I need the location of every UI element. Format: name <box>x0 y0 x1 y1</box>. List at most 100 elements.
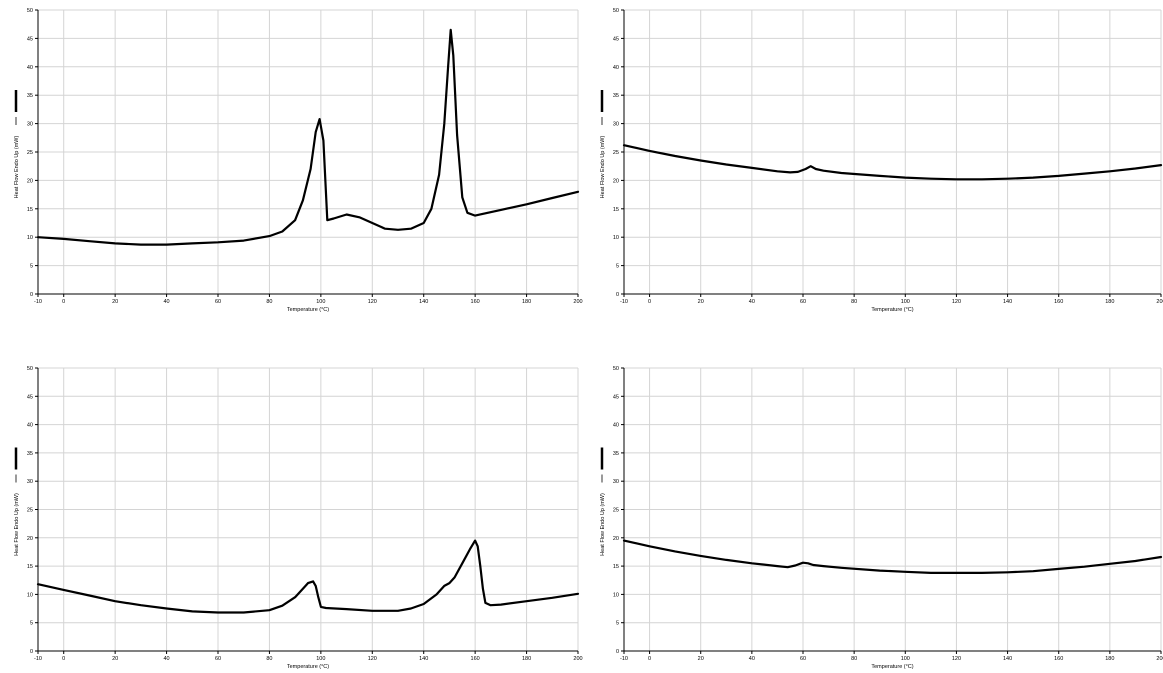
x-tick-label: 0 <box>648 656 651 662</box>
x-tick-label: 160 <box>1054 656 1063 662</box>
y-tick-label: 45 <box>613 36 619 42</box>
x-tick-label: 200 <box>573 656 582 662</box>
y-axis-title: Heat Flow Endo Up (mW) <box>14 136 20 199</box>
x-tick-label: 120 <box>368 656 377 662</box>
x-tick-label: 120 <box>952 656 961 662</box>
y-tick-label: 0 <box>30 649 33 655</box>
x-tick-label: 120 <box>952 299 961 305</box>
y-tick-label: 45 <box>27 394 33 400</box>
y-tick-label: 30 <box>27 122 33 128</box>
heat-flow-curve <box>622 539 1163 575</box>
x-tick-label: -10 <box>620 656 628 662</box>
x-tick-label: 140 <box>419 299 428 305</box>
y-tick-label: 25 <box>27 508 33 514</box>
x-tick-label: 20 <box>698 299 704 305</box>
x-tick-label: 60 <box>800 656 806 662</box>
y-axis-title: Heat Flow Endo Up (mW) <box>600 493 606 556</box>
y-tick-label: 0 <box>616 649 619 655</box>
x-tick-label: 0 <box>648 299 651 305</box>
y-tick-label: 30 <box>613 122 619 128</box>
y-tick-label: 50 <box>613 8 619 14</box>
x-tick-label: 160 <box>471 299 480 305</box>
y-axis-title: Heat Flow Endo Up (mW) <box>14 493 20 556</box>
y-tick-label: 15 <box>27 207 33 213</box>
x-tick-label: 160 <box>471 656 480 662</box>
x-axis-title: Temperature (°C) <box>871 307 913 313</box>
x-tick-label: 140 <box>1003 656 1012 662</box>
x-tick-label: 40 <box>749 656 755 662</box>
x-tick-label: 120 <box>368 299 377 305</box>
y-tick-label: 25 <box>613 150 619 156</box>
y-tick-label: 40 <box>27 65 33 71</box>
y-tick-label: 50 <box>613 366 619 372</box>
chart-panel-1: -10 0 20 40 60 80 100 120 140 160 180 2000510152025… <box>14 8 583 313</box>
x-tick-label: 40 <box>749 299 755 305</box>
y-tick-label: 5 <box>616 264 619 270</box>
heat-flow-curve <box>622 144 1163 181</box>
x-tick-label: 100 <box>901 299 910 305</box>
x-tick-label: 20 <box>112 656 118 662</box>
y-axis-title: Heat Flow Endo Up (mW) <box>600 136 606 199</box>
x-tick-label: 0 <box>62 299 65 305</box>
x-tick-label: 60 <box>215 656 221 662</box>
y-tick-label: 25 <box>613 508 619 514</box>
x-axis-title: Temperature (°C) <box>287 307 329 313</box>
x-axis-title: Temperature (°C) <box>287 664 329 670</box>
x-tick-label: 40 <box>164 299 170 305</box>
y-tick-label: 45 <box>27 36 33 42</box>
y-tick-label: 0 <box>30 292 33 298</box>
x-tick-label: 200 <box>1156 299 1163 305</box>
y-tick-label: 40 <box>27 423 33 429</box>
y-tick-label: 15 <box>27 564 33 570</box>
x-tick-label: -10 <box>34 299 42 305</box>
heat-flow-curve <box>36 539 580 614</box>
x-tick-label: 60 <box>215 299 221 305</box>
y-tick-label: 20 <box>613 536 619 542</box>
x-tick-label: 60 <box>800 299 806 305</box>
y-tick-label: 35 <box>27 93 33 99</box>
x-tick-label: 80 <box>851 656 857 662</box>
y-tick-label: 35 <box>613 93 619 99</box>
x-tick-label: 20 <box>112 299 118 305</box>
y-tick-label: 15 <box>613 564 619 570</box>
y-tick-label: 5 <box>30 264 33 270</box>
y-tick-label: 10 <box>27 592 33 598</box>
chart-panel-4: -100204060801001201401601802000510152025… <box>600 366 1163 670</box>
x-tick-label: 20 <box>698 656 704 662</box>
heat-flow-curve <box>36 28 580 246</box>
y-tick-label: 15 <box>613 207 619 213</box>
x-tick-label: 140 <box>419 656 428 662</box>
x-tick-label: 0 <box>62 656 65 662</box>
y-tick-label: 25 <box>27 150 33 156</box>
x-tick-label: 100 <box>316 656 325 662</box>
chart-panel-2: -100204060801001201401601802000510152025… <box>600 8 1163 313</box>
x-tick-label: 180 <box>522 656 531 662</box>
y-tick-label: 35 <box>27 451 33 457</box>
chart-panel-3: -10 0 20 40 60 80 100 120 140 160 180 2000510152025… <box>14 366 583 670</box>
y-tick-label: 30 <box>27 479 33 485</box>
x-tick-label: -10 <box>34 656 42 662</box>
y-tick-label: 30 <box>613 479 619 485</box>
y-tick-label: 35 <box>613 451 619 457</box>
x-tick-label: 100 <box>316 299 325 305</box>
x-tick-label: 140 <box>1003 299 1012 305</box>
x-tick-label: -10 <box>620 299 628 305</box>
x-tick-label: 180 <box>522 299 531 305</box>
y-tick-label: 20 <box>613 178 619 184</box>
x-tick-label: 180 <box>1105 656 1114 662</box>
x-tick-label: 80 <box>266 656 272 662</box>
x-tick-label: 100 <box>901 656 910 662</box>
y-tick-label: 10 <box>27 235 33 241</box>
x-tick-label: 80 <box>266 299 272 305</box>
x-axis-title: Temperature (°C) <box>871 664 913 670</box>
y-tick-label: 40 <box>613 423 619 429</box>
x-tick-label: 80 <box>851 299 857 305</box>
y-tick-label: 20 <box>27 178 33 184</box>
x-tick-label: 160 <box>1054 299 1063 305</box>
x-tick-label: 40 <box>164 656 170 662</box>
y-tick-label: 5 <box>616 621 619 627</box>
y-tick-label: 0 <box>616 292 619 298</box>
y-tick-label: 20 <box>27 536 33 542</box>
x-tick-label: 180 <box>1105 299 1114 305</box>
